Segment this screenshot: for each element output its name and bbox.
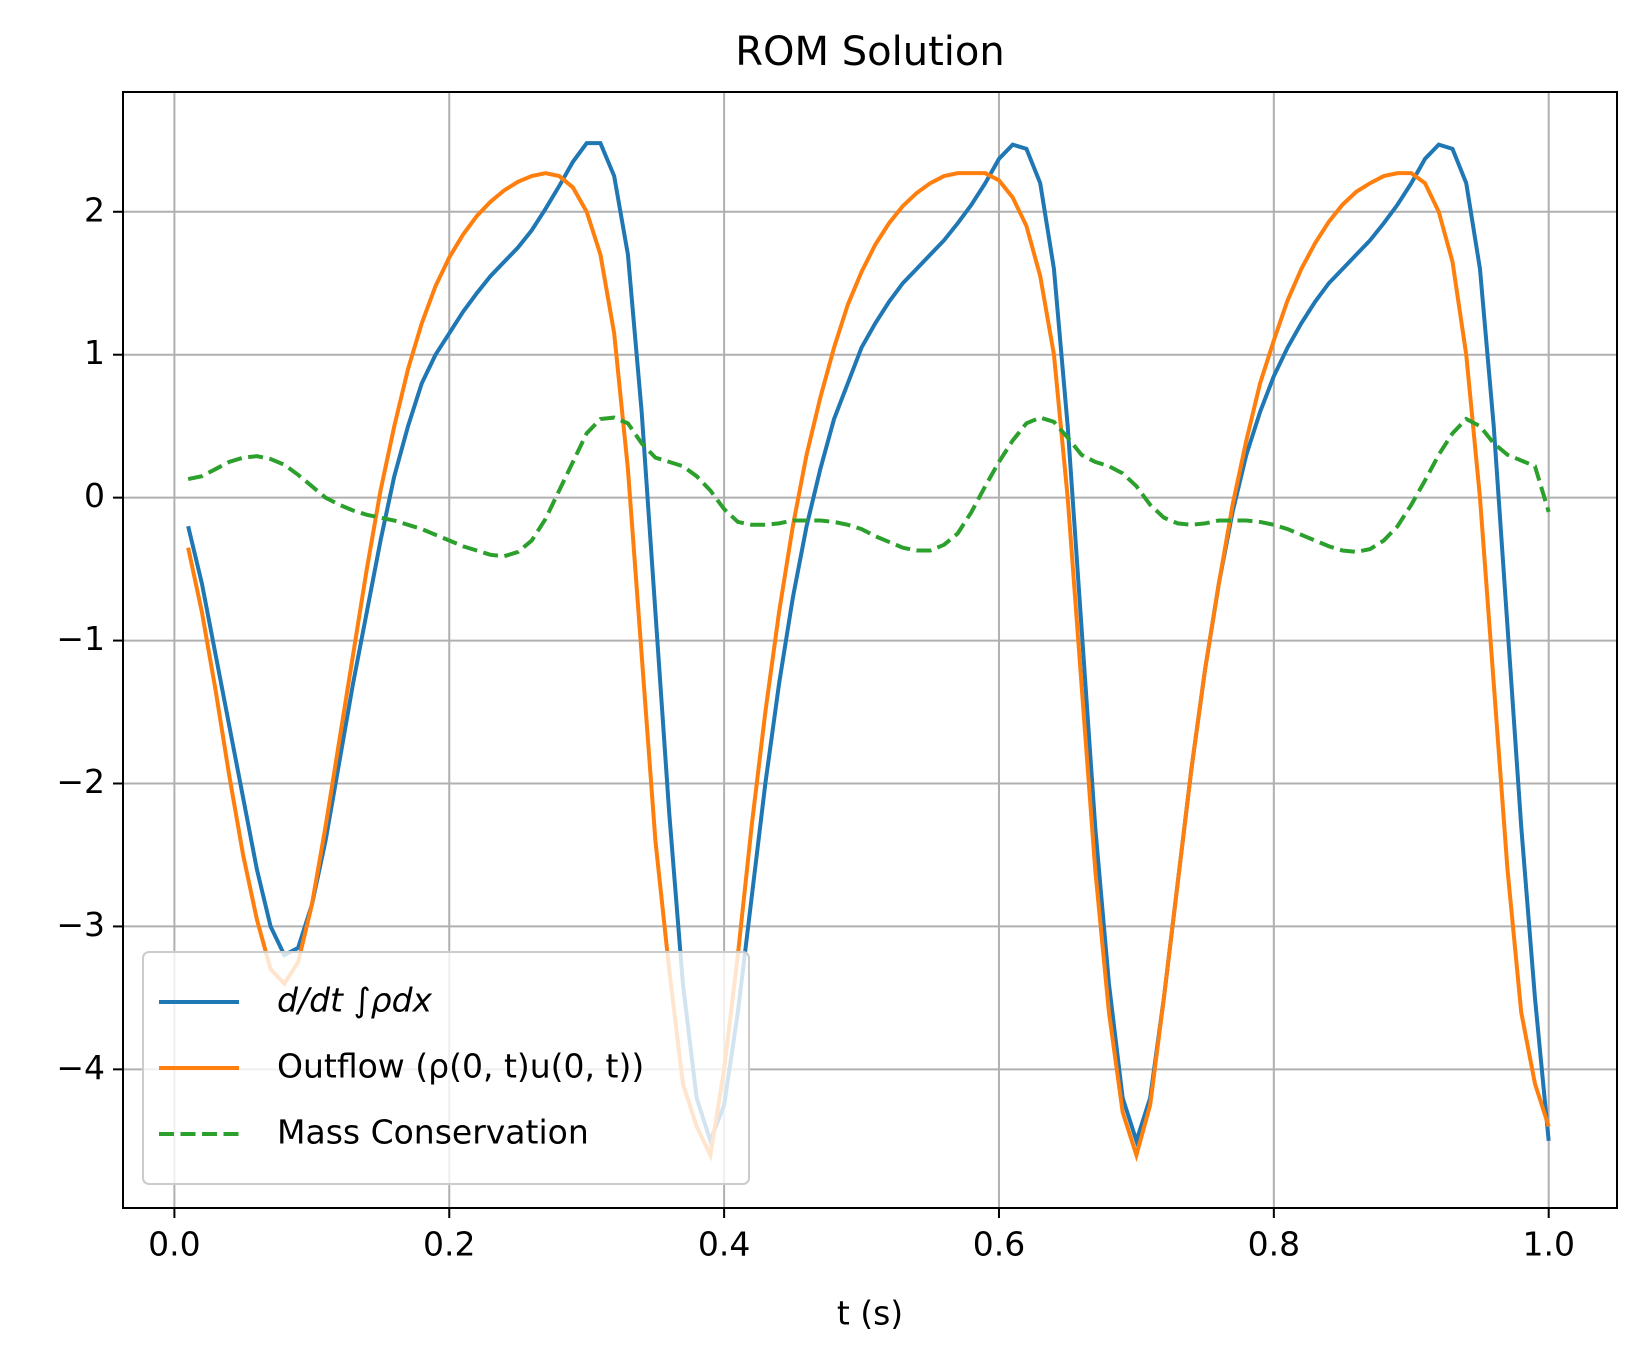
x-axis-label: t (s) <box>837 1294 903 1333</box>
data-line <box>187 415 1551 559</box>
legend-label: d/dt ∫ρdx <box>277 981 433 1020</box>
y-tick-label: 0 <box>84 476 105 515</box>
x-tick-label: 0.4 <box>698 1225 750 1264</box>
y-tick-label: 2 <box>84 190 105 229</box>
x-tick-label: 0.6 <box>973 1225 1025 1264</box>
x-tick-label: 1.0 <box>1522 1225 1574 1264</box>
data-line <box>186 141 1551 1148</box>
data-line <box>186 171 1551 1163</box>
y-tick-label: 1 <box>84 333 105 372</box>
x-tick-label: 0.0 <box>148 1225 200 1264</box>
y-tick-label: −1 <box>56 619 105 658</box>
x-tick-label: 0.2 <box>423 1225 475 1264</box>
legend-label: Mass Conservation <box>277 1113 589 1152</box>
x-tick-label: 0.8 <box>1248 1225 1300 1264</box>
y-tick-label: −3 <box>56 905 105 944</box>
legend-label: Outflow (ρ(0, t)u(0, t)) <box>277 1047 644 1086</box>
y-tick-label: −2 <box>56 762 105 801</box>
legend-box <box>142 951 750 1185</box>
plot-frame <box>122 91 1618 1209</box>
chart-title: ROM Solution <box>735 29 1004 75</box>
y-tick-label: −4 <box>56 1048 105 1087</box>
